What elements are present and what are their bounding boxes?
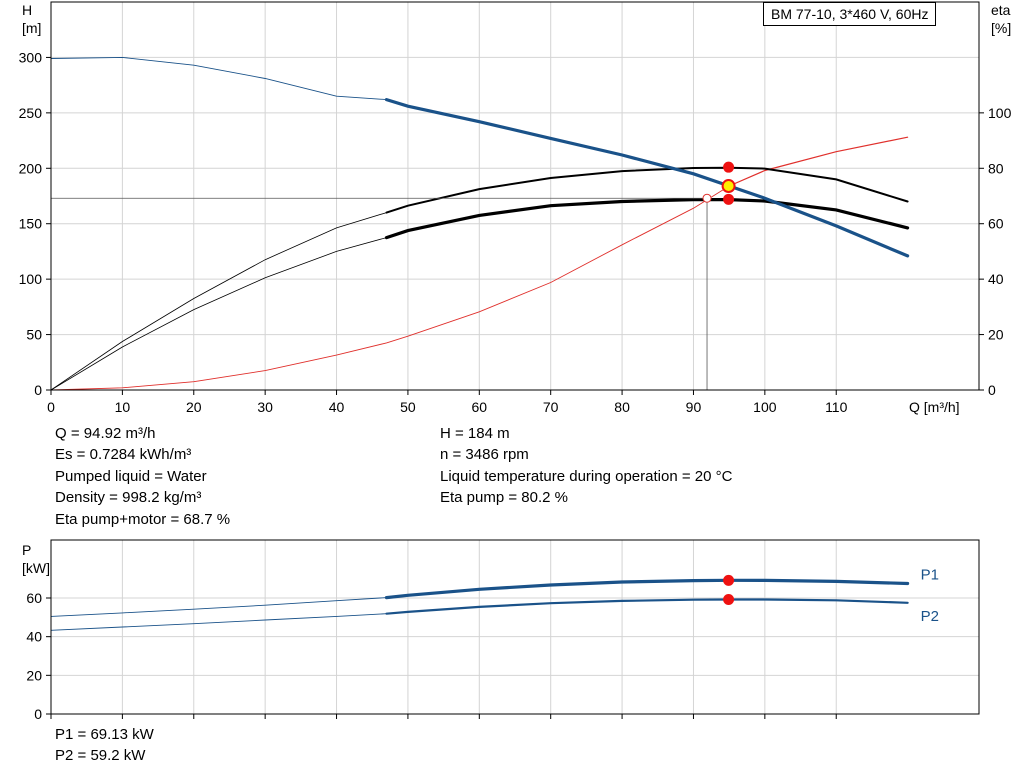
info-liquid-temperature: Liquid temperature during operation = 20…	[440, 468, 733, 485]
p-tick-label-0: 0	[34, 706, 42, 722]
p1-curve-operating	[384, 578, 910, 600]
eta-axis-title-line-1: [%]	[991, 20, 1011, 36]
x-tick-label-9: 90	[686, 399, 702, 415]
grid-layer	[50, 2, 979, 715]
info-p2: P2 = 59.2 kW	[55, 747, 146, 764]
reference-point-marker	[702, 193, 712, 203]
top-point-marker-0	[723, 161, 735, 173]
h-axis-title-line-0: H	[22, 2, 32, 18]
info-eta-pump: Eta pump = 80.2 %	[440, 489, 568, 506]
y-right-tick-label-2: 40	[988, 271, 1004, 287]
info-density: Density = 998.2 kg/m³	[55, 489, 202, 506]
eta-pump-curve-extension	[50, 212, 387, 391]
info-specific-energy: Es = 0.7284 kWh/m³	[55, 446, 192, 463]
eta-pump-curve-operating	[385, 166, 909, 214]
head-curve-extension	[50, 56, 387, 101]
x-tick-label-5: 50	[400, 399, 416, 415]
x-tick-label-1: 10	[115, 399, 131, 415]
x-tick-label-11: 110	[825, 399, 848, 415]
y-right-tick-label-4: 80	[988, 160, 1004, 176]
x-tick-label-2: 20	[186, 399, 202, 415]
p2-curve-operating	[385, 598, 909, 615]
npsh-curve-extension	[50, 186, 729, 391]
y-left-tick-label-3: 150	[19, 216, 43, 232]
h-axis-title-line-1: [m]	[22, 20, 41, 36]
p-axis-title-line-0: P	[22, 542, 31, 558]
marker-layer	[702, 161, 736, 606]
x-tick-label-7: 70	[543, 399, 559, 415]
y-left-tick-label-1: 50	[26, 327, 42, 343]
axes-layer: 0 10 20 30 40 50 60 70 80 90 100 110050100150200250…	[19, 1, 1012, 722]
eta-pump-motor-curve-extension	[50, 237, 387, 391]
p-axis-title-line-1: [kW]	[22, 560, 50, 576]
x-tick-label-6: 60	[472, 399, 488, 415]
info-flow: Q = 94.92 m³/h	[55, 425, 156, 442]
power-point-marker-1	[723, 594, 735, 606]
bottom-plot-frame	[50, 539, 980, 715]
y-left-tick-label-5: 250	[19, 105, 43, 121]
q-axis-title: Q [m³/h]	[909, 399, 960, 415]
head-curve-operating	[384, 98, 910, 258]
chart-title: BM 77-10, 3*460 V, 60Hz	[763, 2, 937, 26]
power-series-label-P1: P1	[921, 567, 939, 584]
y-right-tick-label-1: 20	[988, 327, 1004, 343]
y-left-tick-label-2: 100	[19, 271, 43, 287]
p-tick-label-3: 60	[26, 590, 42, 606]
p2-curve-extension	[50, 613, 387, 631]
duty-point-marker	[721, 179, 736, 194]
x-tick-label-3: 30	[257, 399, 273, 415]
curve-layer	[50, 56, 910, 631]
eta-axis-title-line-0: eta	[991, 2, 1011, 18]
p1-curve-extension	[50, 597, 387, 617]
y-right-tick-label-3: 60	[988, 216, 1004, 232]
y-left-tick-label-6: 300	[19, 49, 43, 65]
info-speed: n = 3486 rpm	[440, 446, 529, 463]
top-point-marker-2	[723, 193, 735, 205]
x-tick-label-10: 100	[753, 399, 777, 415]
x-tick-label-4: 40	[329, 399, 345, 415]
power-point-marker-0	[723, 574, 735, 586]
x-tick-label-0: 0	[47, 399, 55, 415]
p-tick-label-1: 20	[26, 667, 42, 683]
info-p1: P1 = 69.13 kW	[55, 726, 154, 743]
y-right-tick-label-0: 0	[988, 382, 996, 398]
power-series-label-P2: P2	[921, 608, 939, 625]
info-eta-pump-motor: Eta pump+motor = 68.7 %	[55, 511, 231, 528]
y-left-tick-label-0: 0	[34, 382, 42, 398]
y-right-tick-label-5: 100	[988, 105, 1012, 121]
y-left-tick-label-4: 200	[19, 160, 43, 176]
info-pumped-liquid: Pumped liquid = Water	[55, 468, 207, 485]
eta-pump-motor-curve-operating	[384, 198, 910, 240]
info-head: H = 184 m	[440, 425, 510, 442]
p-tick-label-2: 40	[26, 629, 42, 645]
x-tick-label-8: 80	[614, 399, 630, 415]
top-plot-frame	[50, 1, 980, 391]
npsh-curve-operating	[728, 136, 909, 187]
